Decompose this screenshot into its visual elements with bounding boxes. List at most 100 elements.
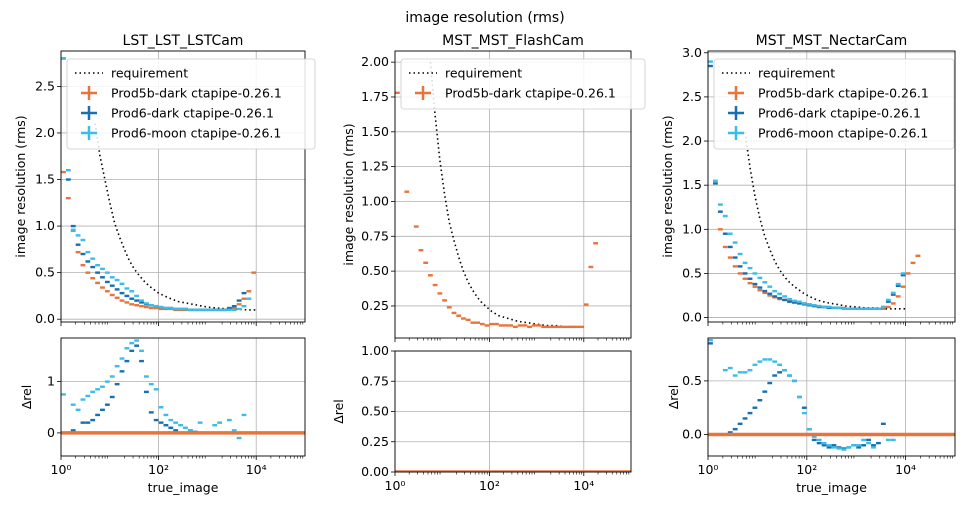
panel-0-point-prod5b_dark [139, 304, 144, 308]
panel-2-ratio-point-prod6_moon [732, 374, 738, 377]
panel-0-ratio-point-prod6_moon [163, 413, 169, 417]
panel-0-point-prod6_moon [75, 234, 81, 237]
panel-2-point-prod6_moon [722, 214, 728, 218]
panel-0-ratio-point-prod6_dark [129, 349, 135, 353]
panel-2-main-ytick-label-6: 3.0 [682, 45, 702, 60]
panel-0-ratio-point-prod6_moon [139, 349, 144, 353]
panel-1-main-ytick-label-4: 1.25 [361, 159, 389, 174]
panel-0-main-frame [60, 50, 306, 323]
panel-2-ratio-xtick-label-1: 10² [796, 462, 817, 477]
panel-2-ratio-point-prod6_moon [727, 366, 733, 370]
panel-0-ratio-point-prod6_dark [114, 382, 120, 386]
panel-2-point-prod6_dark [752, 282, 758, 286]
panel-2-point-prod6_moon [856, 307, 862, 310]
panel-0-ratio-point-prod6_dark [100, 408, 105, 412]
panel-0-point-prod6_dark [124, 294, 130, 298]
panel-2-ratio-point-prod6_dark [762, 390, 768, 393]
panel-2-ratio-point-prod6_moon [708, 338, 713, 342]
panel-2-point-prod5b_dark [767, 294, 773, 297]
panel-0-point-prod6_moon [119, 282, 125, 286]
panel-0-ratio-point-prod6_dark [168, 426, 174, 429]
panel-1-point-prod5b_dark [583, 303, 589, 306]
panel-2-legend: requirement Prod5b-dark ctapipe-0.26.1 Pro… [713, 58, 955, 150]
panel-0-point-prod6_moon [231, 308, 237, 312]
panel-2-ratio-point-prod6_dark [821, 444, 827, 447]
panel-2-ratio-point-prod6_moon [757, 360, 763, 363]
panel-0-ratio-point-prod6_dark [90, 418, 96, 422]
panel-0-point-prod5b_dark [85, 271, 91, 274]
panel-0-ratio-point-prod6_moon [100, 385, 105, 388]
panel-1-point-prod5b_dark [461, 317, 466, 320]
panel-0-point-prod6_moon [144, 302, 149, 305]
panel-2-point-prod6_dark [796, 302, 802, 305]
panel-2-ratio-point-prod6_dark [856, 446, 862, 449]
panel-0-ratio-point-prod6_dark [139, 359, 144, 363]
panel-2-point-prod5b_dark [895, 295, 901, 298]
panel-2-point-prod6_dark [792, 301, 797, 304]
panel-0-point-prod6_moon [104, 271, 110, 274]
panel-2-point-prod6_dark [762, 289, 768, 293]
panel-2-point-prod6_moon [876, 307, 881, 310]
panel-2-ratio-point-prod6_dark [777, 371, 783, 374]
panel-0-title: LST_LST_LSTCam [123, 33, 244, 49]
panel-0-ratio-point-prod6_dark [119, 370, 125, 373]
panel-1-point-prod5b_dark [432, 283, 438, 287]
panel-1-point-prod5b_dark [503, 324, 509, 327]
panel-2-point-prod6_moon [737, 252, 743, 256]
panel-2-point-prod6_moon [792, 299, 797, 303]
panel-2-ratio-point-prod6_dark [752, 406, 758, 409]
panel-1-ratio-ytick-label-3: 0.75 [361, 373, 389, 388]
panel-0-point-prod6_moon [173, 307, 179, 311]
panel-1-main-ytick-label-5: 1.50 [361, 124, 389, 139]
panel-0-point-prod6_moon [85, 250, 91, 254]
panel-2-ratio-point-prod6_dark [871, 444, 876, 447]
panel-1-point-prod5b_dark [550, 325, 556, 329]
panel-1-point-prod5b_dark [428, 274, 433, 277]
panel-2-ratio-point-prod6_moon [806, 427, 812, 431]
panel-1-point-prod5b_dark [465, 318, 471, 322]
panel-2-point-prod6_moon [895, 282, 901, 286]
panel-0-ratio-point-prod6_moon [61, 393, 66, 396]
panel-1-point-prod5b_dark [404, 190, 410, 193]
panel-0-point-prod6_dark [241, 291, 247, 295]
panel-2-point-prod5b_dark [900, 285, 906, 288]
panel-0-point-prod6_moon [134, 294, 140, 298]
panel-2-legend-entry-3: Prod6-moon ctapipe-0.26.1 [758, 126, 928, 141]
panel-2-ratio-point-prod6_moon [890, 438, 896, 442]
panel-2-ratio-point-prod6_dark [727, 431, 733, 434]
panel-2-point-prod6_moon [742, 261, 748, 265]
panel-0-point-prod6_dark [119, 291, 125, 295]
panel-2-ratio-point-prod6_moon [722, 368, 728, 372]
panel-1-point-prod5b_dark [451, 311, 457, 315]
panel-0-ratio-point-prod6_moon [236, 436, 242, 440]
panel-0-point-prod6_moon [61, 57, 66, 60]
panel-2-point-prod6_moon [866, 307, 871, 310]
panel-1-point-prod5b_dark [423, 261, 429, 264]
panel-0-point-prod6_moon [192, 308, 198, 312]
panel-0-xlabel: true_image [148, 480, 219, 495]
panel-0-point-prod6_moon [124, 287, 130, 290]
panel-1-ratio-frame [394, 350, 632, 473]
panel-0-point-prod6_dark [95, 271, 100, 274]
panel-0-point-prod5b_dark [104, 290, 110, 293]
panel-1-legend-box [400, 58, 646, 110]
panel-2-point-prod6_moon [806, 303, 812, 306]
panel-2-main-ytick-label-0: 0.0 [682, 310, 702, 325]
panel-0-legend-entry-3: Prod6-moon ctapipe-0.26.1 [111, 126, 281, 141]
panel-2-point-prod5b_dark [890, 302, 896, 305]
panel-2-point-prod6_dark [732, 256, 738, 259]
panel-2-ratio-point-prod6_dark [757, 399, 763, 402]
panel-0-legend-entry-1: Prod5b-dark ctapipe-0.26.1 [111, 86, 282, 101]
panel-2-ratio-point-prod6_moon [821, 441, 827, 445]
panel-2-point-prod6_moon [796, 300, 802, 303]
panel-0-main-ytick-label-0: 0.0 [35, 311, 55, 326]
panel-2-ratio-point-prod6_dark [747, 411, 753, 415]
panel-0-point-prod5b_dark [134, 304, 140, 307]
panel-0-point-prod6_moon [246, 297, 252, 300]
panel-0-point-prod6_moon [197, 308, 203, 312]
panel-2-ratio-point-prod6_dark [811, 438, 817, 442]
panel-1-main-ytick-label-6: 1.75 [361, 89, 389, 104]
panel-1-point-prod5b_dark [593, 242, 598, 245]
panel-0-ratio-point-prod6_moon [85, 394, 91, 398]
